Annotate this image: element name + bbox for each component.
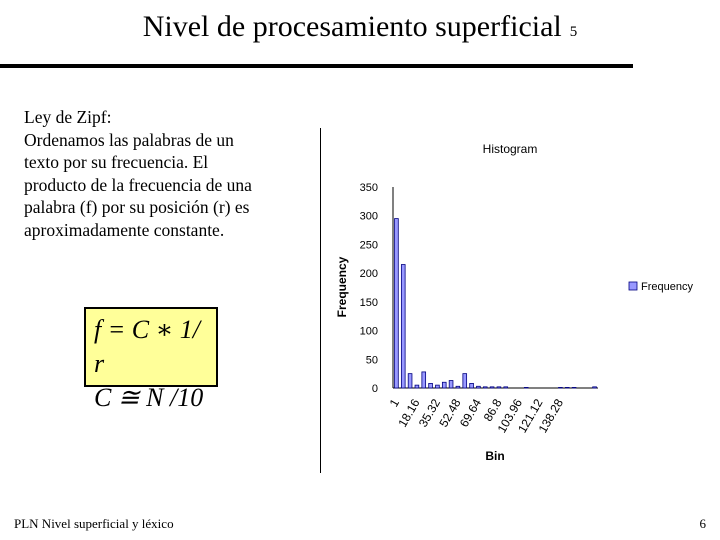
histogram-bar [462, 373, 468, 389]
histogram-bar [489, 386, 495, 389]
page-number: 6 [699, 516, 707, 531]
histogram-bar [523, 387, 529, 389]
y-tick-label: 250 [360, 239, 378, 251]
histogram-bar [496, 386, 502, 389]
x-tick-label: 69.64 [457, 396, 484, 429]
formula-line-2: C ≅ N /10 [94, 383, 204, 412]
y-tick-label: 350 [360, 182, 378, 194]
histogram-bar [414, 384, 420, 389]
body-line: texto por su frecuencia. El [24, 152, 209, 172]
legend-label: Frequency [641, 281, 693, 293]
histogram-chart: Histogram Frequency Bin 0 50 100 150 200 250 3… [322, 130, 720, 470]
histogram-bar [469, 383, 474, 389]
histogram-bar [441, 381, 447, 389]
histogram-bar [394, 218, 399, 389]
histogram-bar [482, 386, 488, 389]
legend-swatch [628, 281, 638, 291]
histogram-bar [400, 264, 406, 389]
histogram-svg: Histogram Frequency Bin 0 50 100 150 200 250 3… [335, 142, 693, 463]
y-tick-label: 50 [366, 354, 378, 366]
y-tick-label: 200 [360, 268, 378, 280]
x-axis-label: Bin [485, 449, 504, 463]
plot-area: 050100150200250300350118.1635.3252.4869.… [360, 182, 598, 435]
histogram-bar [558, 387, 563, 389]
formula-line-1: f = C ∗ 1/ r [94, 315, 201, 378]
histogram-bar [455, 385, 461, 389]
chart-title: Histogram [483, 142, 538, 156]
body-line: palabra (f) por su posición (r) es [24, 197, 250, 217]
histogram-bar [503, 386, 509, 389]
histogram-bar [564, 387, 570, 389]
body-line: aproximadamente constante. [24, 219, 225, 240]
histogram-bar [407, 373, 413, 389]
y-tick-label: 300 [360, 211, 378, 223]
body-line: Ley de Zipf: [24, 107, 112, 127]
histogram-bar [421, 371, 427, 389]
histogram-bar [428, 383, 433, 389]
y-tick-label: 0 [372, 383, 378, 395]
histogram-bar [448, 380, 454, 389]
footer-text: PLN Nivel superficial y léxico [14, 516, 174, 531]
body-text: Ley de Zipf: Ordenamos las palabras de u… [24, 106, 324, 241]
legend: Frequency [628, 281, 693, 293]
chart-left-border [320, 128, 321, 473]
body-line: Ordenamos las palabras de un [24, 129, 234, 150]
y-tick-label: 100 [360, 326, 378, 338]
formula-box: f = C ∗ 1/ r C ≅ N /10 [84, 307, 218, 412]
histogram-bar [476, 385, 481, 389]
histogram-bar [592, 386, 597, 389]
histogram-bar [435, 384, 440, 389]
slide-number: 5 [569, 24, 578, 40]
slide-title: Nivel de procesamiento superficial 5 [0, 10, 720, 44]
slide-title-text: Nivel de procesamiento superficial [142, 10, 562, 43]
y-axis-label: Frequency [335, 256, 349, 317]
x-tick-label: 1 [387, 396, 403, 409]
body-line: producto de la frecuencia de una [24, 174, 252, 195]
title-underline [0, 64, 633, 68]
y-tick-label: 150 [360, 297, 378, 309]
histogram-bar [571, 387, 577, 389]
